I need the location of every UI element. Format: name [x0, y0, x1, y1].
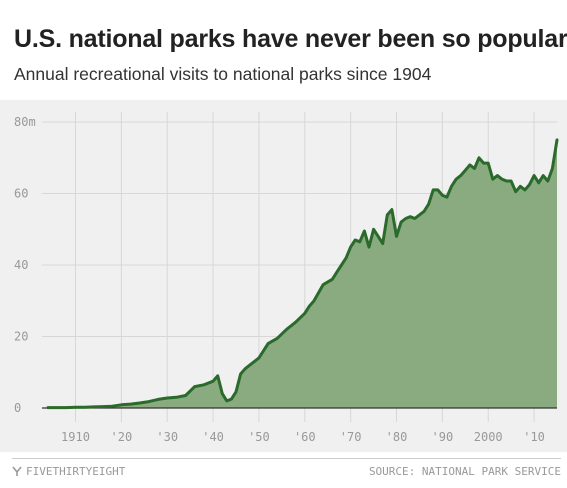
- x-tick-label: '60: [294, 430, 316, 444]
- x-tick-label: '40: [202, 430, 224, 444]
- x-tick-label: '90: [432, 430, 454, 444]
- y-tick-label: 60: [14, 187, 28, 201]
- x-tick-label: '30: [156, 430, 178, 444]
- visits-area: [48, 140, 557, 408]
- y-tick-label: 40: [14, 258, 28, 272]
- x-tick-label: '70: [340, 430, 362, 444]
- source-note: SOURCE: NATIONAL PARK SERVICE: [369, 465, 561, 478]
- brand-name: FIVETHIRTYEIGHT: [26, 465, 125, 478]
- x-tick-label: '10: [523, 430, 545, 444]
- x-tick-label: '80: [386, 430, 408, 444]
- x-tick-label: 1910: [61, 430, 90, 444]
- x-tick-label: 2000: [474, 430, 503, 444]
- y-tick-label: 80m: [14, 115, 36, 129]
- y-tick-label: 0: [14, 401, 21, 415]
- fivethirtyeight-logo-icon: [12, 466, 22, 477]
- footer-divider: [12, 458, 561, 459]
- x-tick-label: '20: [111, 430, 133, 444]
- brand: FIVETHIRTYEIGHT: [12, 465, 125, 478]
- x-tick-label: '50: [248, 430, 270, 444]
- y-tick-label: 20: [14, 330, 28, 344]
